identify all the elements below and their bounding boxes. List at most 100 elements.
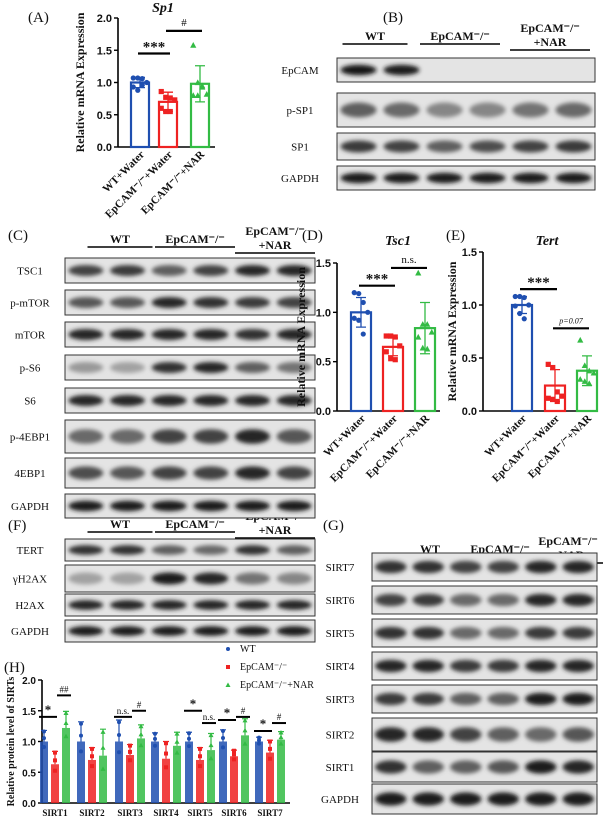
- data-point: [397, 343, 403, 349]
- data-point: [164, 765, 168, 770]
- blot-label-p-4ebp1: p-4EBP1: [10, 432, 50, 444]
- data-point: [232, 748, 236, 753]
- bar-sirt4-2: [173, 745, 181, 803]
- bar-sirt5-2: [207, 750, 215, 803]
- blot-row-p-mtor: [64, 289, 316, 316]
- header-wt-C: WT: [110, 232, 130, 246]
- blot-label-p-sp1: p-SP1: [287, 105, 314, 117]
- data-point: [117, 733, 121, 738]
- blot-row-p-sp1: [336, 92, 596, 128]
- x-tick-label: SIRT7: [257, 808, 283, 818]
- y-tick-label: 0.0: [97, 142, 112, 154]
- blot-band: [276, 362, 312, 373]
- blot-band: [412, 727, 444, 742]
- data-point: [128, 758, 132, 763]
- blot-band: [276, 297, 312, 308]
- blot-label-gapdh: GAPDH: [11, 626, 49, 638]
- blot-row-gapdh: [64, 619, 316, 643]
- blot-band: [375, 626, 407, 640]
- blot-label-epcam: EpCAM: [281, 65, 319, 77]
- bar-sirt5-0: [185, 741, 193, 803]
- data-point: [351, 315, 357, 321]
- blot-band: [68, 572, 104, 585]
- data-point: [190, 92, 197, 98]
- data-point: [554, 398, 560, 405]
- blot-band: [450, 792, 482, 806]
- data-point: [203, 91, 210, 97]
- data-point: [360, 299, 366, 306]
- bar-sirt1-0: [40, 741, 48, 803]
- panel-label-A: (A): [28, 10, 49, 26]
- blot-label-mtor: mTOR: [15, 330, 46, 342]
- blot-label-sp1: SP1: [291, 142, 309, 154]
- blot-band: [68, 626, 104, 636]
- chart-title-D: Tsc1: [385, 234, 411, 249]
- blot-band: [412, 659, 444, 673]
- y-tick-label: 0.5: [97, 110, 112, 122]
- panel-label-H: (H): [4, 660, 25, 676]
- blot-band: [276, 572, 312, 585]
- blot-band: [235, 265, 270, 276]
- blot-band: [151, 626, 187, 636]
- data-point: [63, 720, 69, 725]
- blot-band: [562, 659, 594, 673]
- data-point: [545, 395, 551, 401]
- data-point: [278, 729, 284, 735]
- blot-row-sirt6: [371, 585, 598, 615]
- data-point: [545, 361, 551, 367]
- data-point: [232, 757, 236, 762]
- blot-label-sirt2: SIRT2: [326, 730, 355, 742]
- blot-membrane: [64, 289, 316, 316]
- blot-row-sirt7: [371, 552, 598, 582]
- data-point: [117, 720, 121, 725]
- data-point: [360, 331, 366, 337]
- legend-marker: [226, 665, 230, 669]
- blot-membrane: [371, 684, 598, 714]
- blot-band: [68, 265, 104, 276]
- bar-sirt5-1: [196, 759, 204, 803]
- blot-band: [412, 760, 444, 774]
- blot-band: [68, 297, 104, 308]
- blot-band: [193, 466, 229, 480]
- x-tick-label: SIRT1: [42, 808, 68, 818]
- data-point: [356, 290, 362, 297]
- data-point: [577, 336, 584, 343]
- data-point: [187, 736, 191, 741]
- data-point: [590, 369, 597, 376]
- error-bar: [582, 355, 592, 387]
- legend-label: EpCAM⁻/⁻: [240, 662, 287, 673]
- header-ko-C: EpCAM⁻/⁻: [165, 232, 224, 246]
- blot-band: [450, 692, 482, 706]
- data-point: [419, 321, 426, 327]
- data-point: [521, 316, 527, 322]
- error-bar: [356, 296, 366, 328]
- blot-band: [235, 329, 270, 340]
- blot-row-gapdh: [64, 493, 316, 519]
- blot-row-p-4ebp1: [64, 419, 316, 454]
- significance-label: p=0.07: [558, 316, 583, 325]
- blot-row-sp1: [336, 132, 596, 161]
- blot-membrane: [371, 618, 598, 648]
- x-tick-label: SIRT6: [221, 808, 247, 818]
- data-point: [153, 731, 157, 736]
- blot-band: [340, 102, 377, 118]
- legend-label: WT: [240, 644, 256, 655]
- data-point: [158, 88, 164, 95]
- bar-sirt7-0: [255, 741, 263, 803]
- blot-band: [235, 297, 270, 308]
- data-point: [174, 731, 180, 736]
- data-point: [415, 269, 422, 276]
- blot-membrane: [336, 132, 596, 161]
- blot-band: [412, 560, 444, 574]
- blot-band: [151, 500, 187, 512]
- blot-label-s6: S6: [24, 396, 36, 408]
- significance-label: #: [181, 17, 187, 29]
- blot-band: [525, 593, 557, 607]
- data-point: [198, 754, 202, 759]
- data-point: [190, 41, 197, 48]
- blot-band: [68, 500, 104, 512]
- blot-band: [426, 172, 463, 184]
- blot-membrane: [64, 493, 316, 519]
- data-point: [144, 79, 150, 86]
